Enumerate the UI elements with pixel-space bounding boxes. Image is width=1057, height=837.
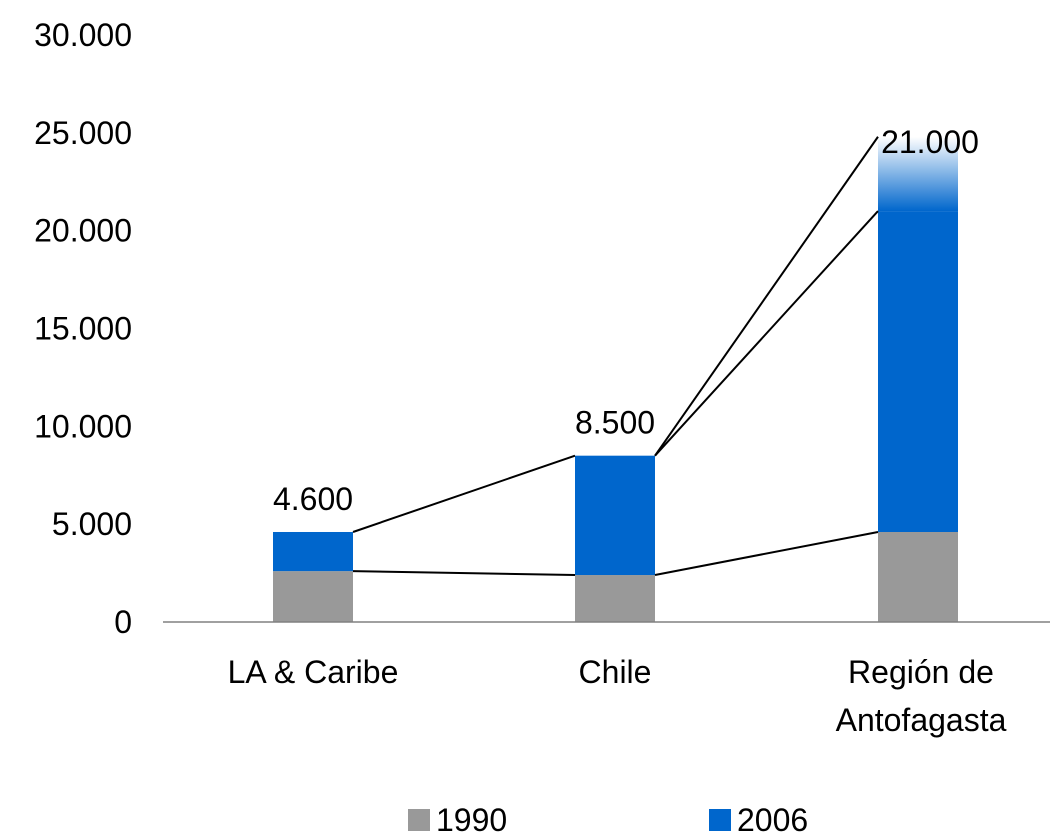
y-tick-label: 25.000 <box>34 115 132 151</box>
data-label-total: 4.600 <box>273 481 353 517</box>
legend-label: 2006 <box>737 802 808 837</box>
y-tick-label: 15.000 <box>34 311 132 347</box>
data-label-total: 8.500 <box>575 405 655 441</box>
connector-1990-b <box>654 531 879 577</box>
y-tick-label: 5.000 <box>52 506 132 542</box>
connector-total-c <box>654 210 879 457</box>
x-tick-label: Región de <box>848 654 994 690</box>
y-tick-label: 10.000 <box>34 408 132 444</box>
connector-total-a <box>352 454 576 533</box>
bar-fade-break-2 <box>878 136 958 212</box>
bar-2006-0 <box>273 531 353 572</box>
bars <box>273 136 958 622</box>
bar-2006-1 <box>575 455 655 576</box>
y-tick-label: 0 <box>114 604 132 640</box>
x-tick-label: Chile <box>579 654 652 690</box>
legend-swatch-2006 <box>709 809 731 831</box>
y-axis: 0 5.000 10.000 15.000 20.000 25.000 30.000 <box>34 17 132 640</box>
bar-2006-2 <box>878 211 958 532</box>
x-tick-label: LA & Caribe <box>228 654 399 690</box>
bar-1990-2 <box>878 531 958 622</box>
x-tick-label: Antofagasta <box>836 702 1007 738</box>
data-label-total: 21.000 <box>881 124 979 160</box>
x-axis: LA & Caribe Chile Región de Antofagasta <box>228 654 1007 738</box>
connector-lines <box>352 136 879 577</box>
connector-total-b <box>654 136 879 457</box>
bar-1990-1 <box>575 575 655 622</box>
y-tick-label: 30.000 <box>34 17 132 53</box>
legend: 1990 2006 <box>408 802 808 837</box>
bar-1990-0 <box>273 571 353 622</box>
legend-label: 1990 <box>436 802 507 837</box>
legend-swatch-1990 <box>408 809 430 831</box>
data-labels: 4.600 8.500 21.000 <box>273 124 979 517</box>
connector-1990-a <box>352 570 576 577</box>
y-tick-label: 20.000 <box>34 213 132 249</box>
